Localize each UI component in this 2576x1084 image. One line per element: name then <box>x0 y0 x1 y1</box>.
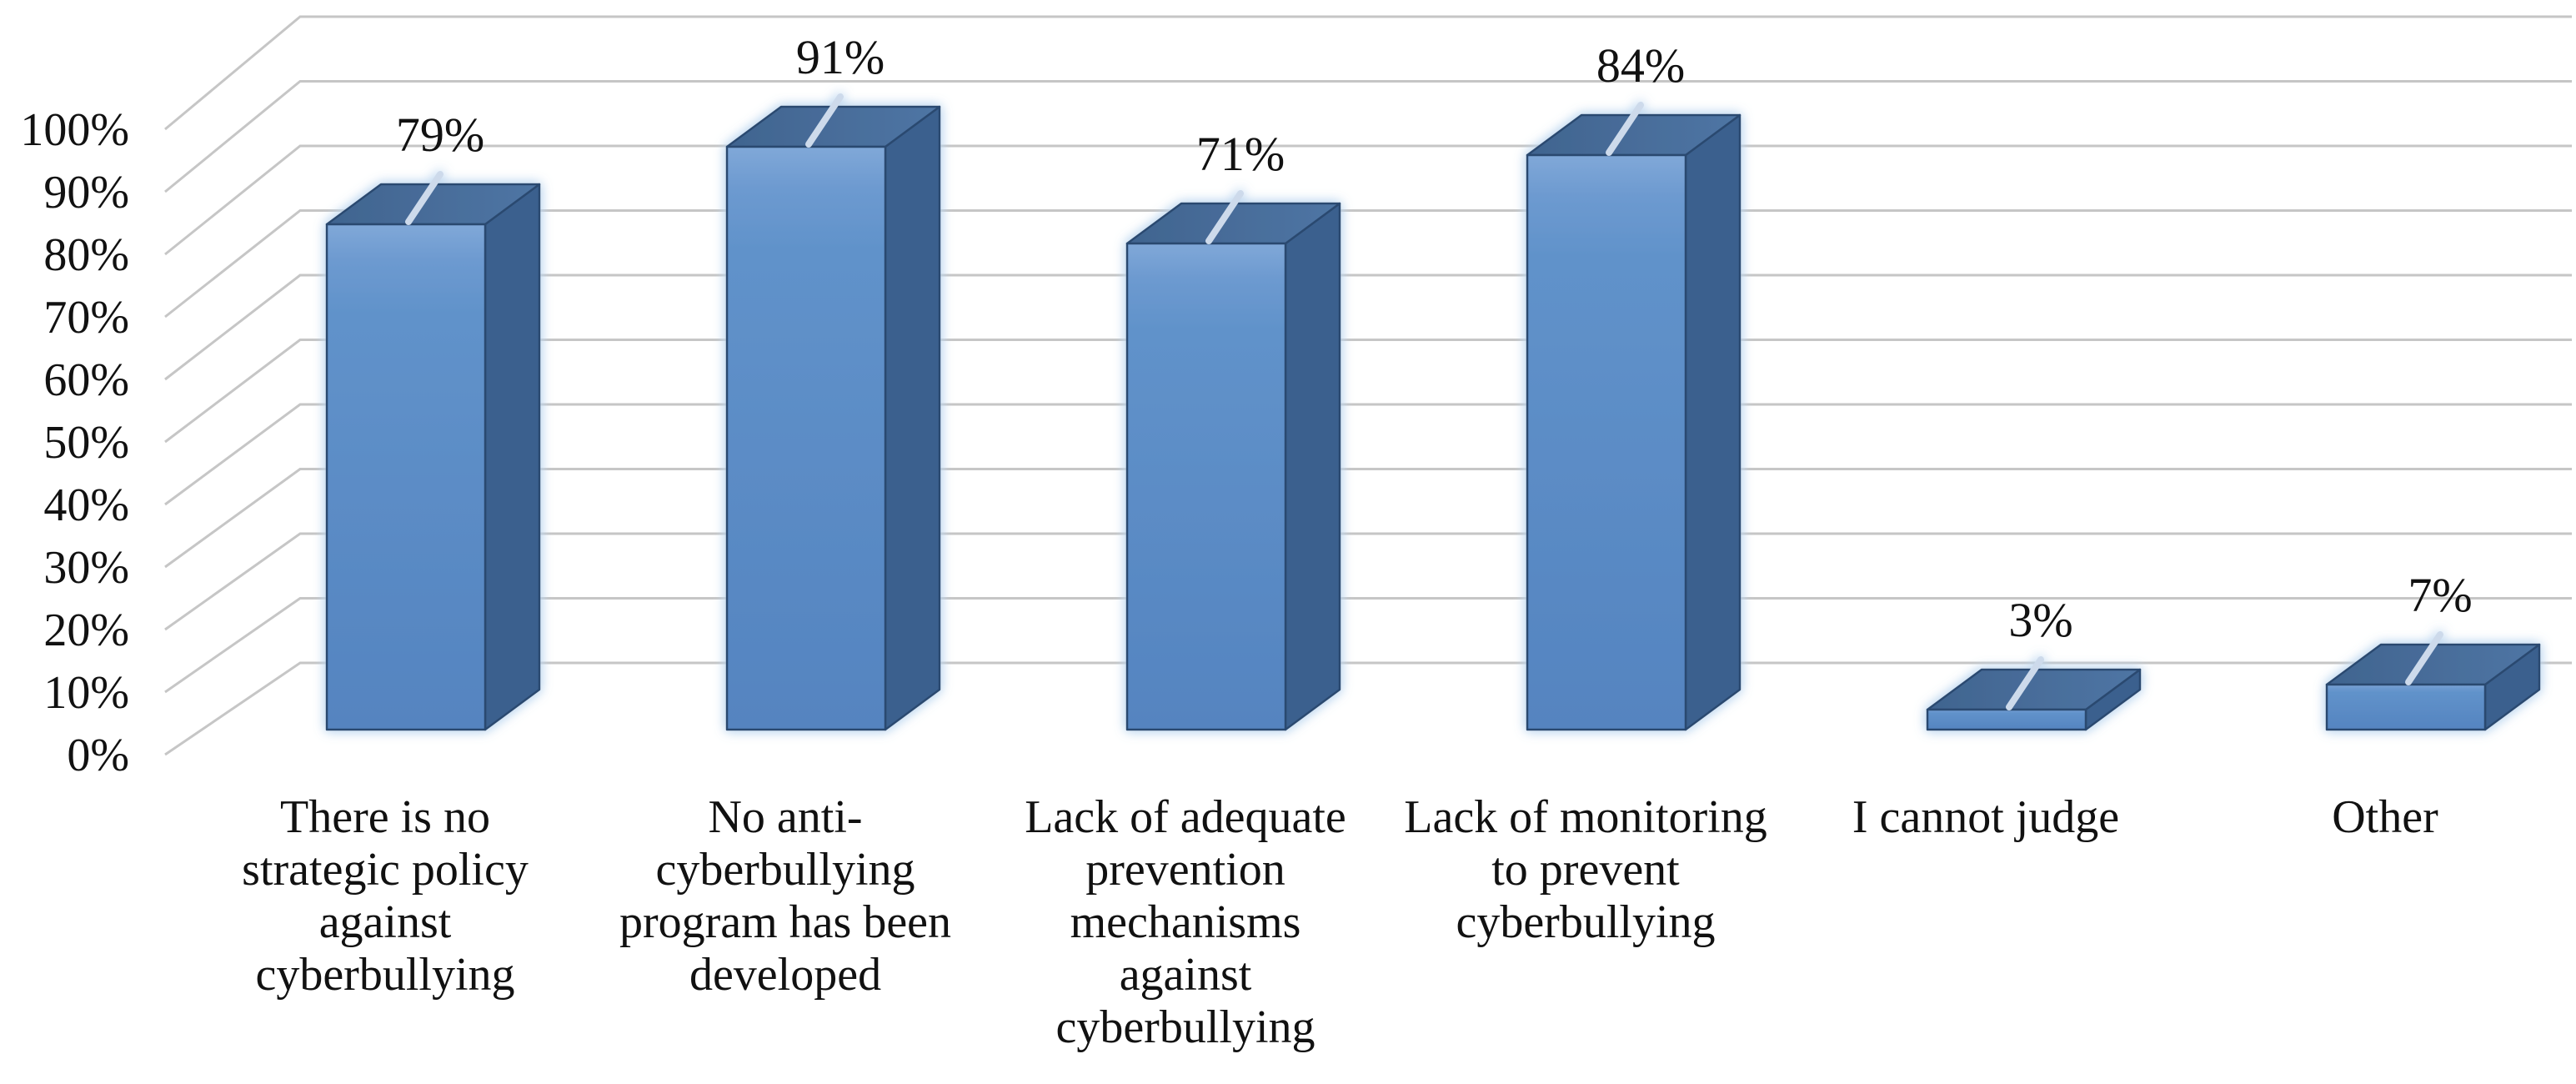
bar-front-face <box>325 223 487 731</box>
y-axis-tick: 50% <box>43 417 129 469</box>
bar-value-label: 91% <box>796 30 885 84</box>
gridline <box>164 274 2572 381</box>
y-axis-tick: 40% <box>43 479 129 531</box>
bar-front-face <box>2325 683 2487 731</box>
bar-front-face <box>1526 153 1687 731</box>
bar-value-label: 79% <box>396 108 484 162</box>
gridline <box>164 80 2572 193</box>
category-label: No anti-cyberbullying program has been dev… <box>619 791 951 1001</box>
y-axis-tick: 30% <box>43 542 129 594</box>
gridlines <box>164 15 2572 756</box>
bar-side-face <box>1684 113 1742 731</box>
bar-top-gleam <box>1205 190 1244 244</box>
data-labels: 79% 91% 71% 84% 3% 7% <box>396 30 2473 647</box>
category-label: I cannot judge <box>1852 791 2119 843</box>
bar-side-face <box>484 183 541 731</box>
y-axis-tick: 70% <box>43 292 129 344</box>
y-axis-tick: 80% <box>43 229 129 281</box>
y-axis-tick: 90% <box>43 167 129 218</box>
bar-top-gleam <box>1606 102 1644 156</box>
category-labels: There is no strategic policy against cyberb… <box>242 791 2438 1053</box>
gridline <box>164 403 2572 506</box>
bars <box>325 93 2541 731</box>
bar-front-face <box>725 145 887 731</box>
category-label: Other <box>2332 791 2438 843</box>
bar-front-face <box>1926 708 2087 731</box>
bar-value-label: 3% <box>2008 593 2072 647</box>
bar-value-label: 7% <box>2408 568 2472 622</box>
bar-value-label: 84% <box>1596 38 1685 93</box>
bar-top-gleam <box>405 171 444 225</box>
gridline <box>164 144 2572 256</box>
gridline <box>164 468 2572 569</box>
bar <box>1926 656 2142 731</box>
y-axis-tick: 20% <box>43 605 129 656</box>
category-label: Lack of adequate prevention mechanisms agai… <box>1025 791 1346 1053</box>
bar-top-gleam <box>2006 656 2044 710</box>
bar <box>1125 190 1341 731</box>
bar-side-face <box>884 105 941 731</box>
gridline <box>164 532 2572 631</box>
category-label: There is no strategic policy against cyberb… <box>242 791 529 1001</box>
bar <box>1526 102 1742 731</box>
bar-top-gleam <box>2405 631 2443 685</box>
bar-side-face <box>1284 202 1341 731</box>
bar <box>325 171 541 731</box>
bar-front-face <box>1125 242 1287 731</box>
bar <box>2325 631 2541 731</box>
y-axis-tick-labels: 0% 10% 20% 30% 40% 50% 60% 70% 80% 90% 100% <box>20 104 129 781</box>
y-axis-tick: 60% <box>43 354 129 406</box>
gridline <box>164 339 2572 444</box>
y-axis-tick: 0% <box>67 730 129 781</box>
bar-value-label: 71% <box>1196 127 1285 181</box>
gridline <box>164 15 2572 131</box>
gridline <box>164 597 2572 694</box>
gridline <box>164 661 2572 756</box>
gridline <box>164 209 2572 319</box>
bar <box>725 93 941 731</box>
category-label: Lack of monitoring to prevent cyberbullyin… <box>1404 791 1767 948</box>
y-axis-tick: 100% <box>20 104 129 156</box>
bar-top-gleam <box>805 93 844 148</box>
y-axis-tick: 10% <box>43 667 129 719</box>
